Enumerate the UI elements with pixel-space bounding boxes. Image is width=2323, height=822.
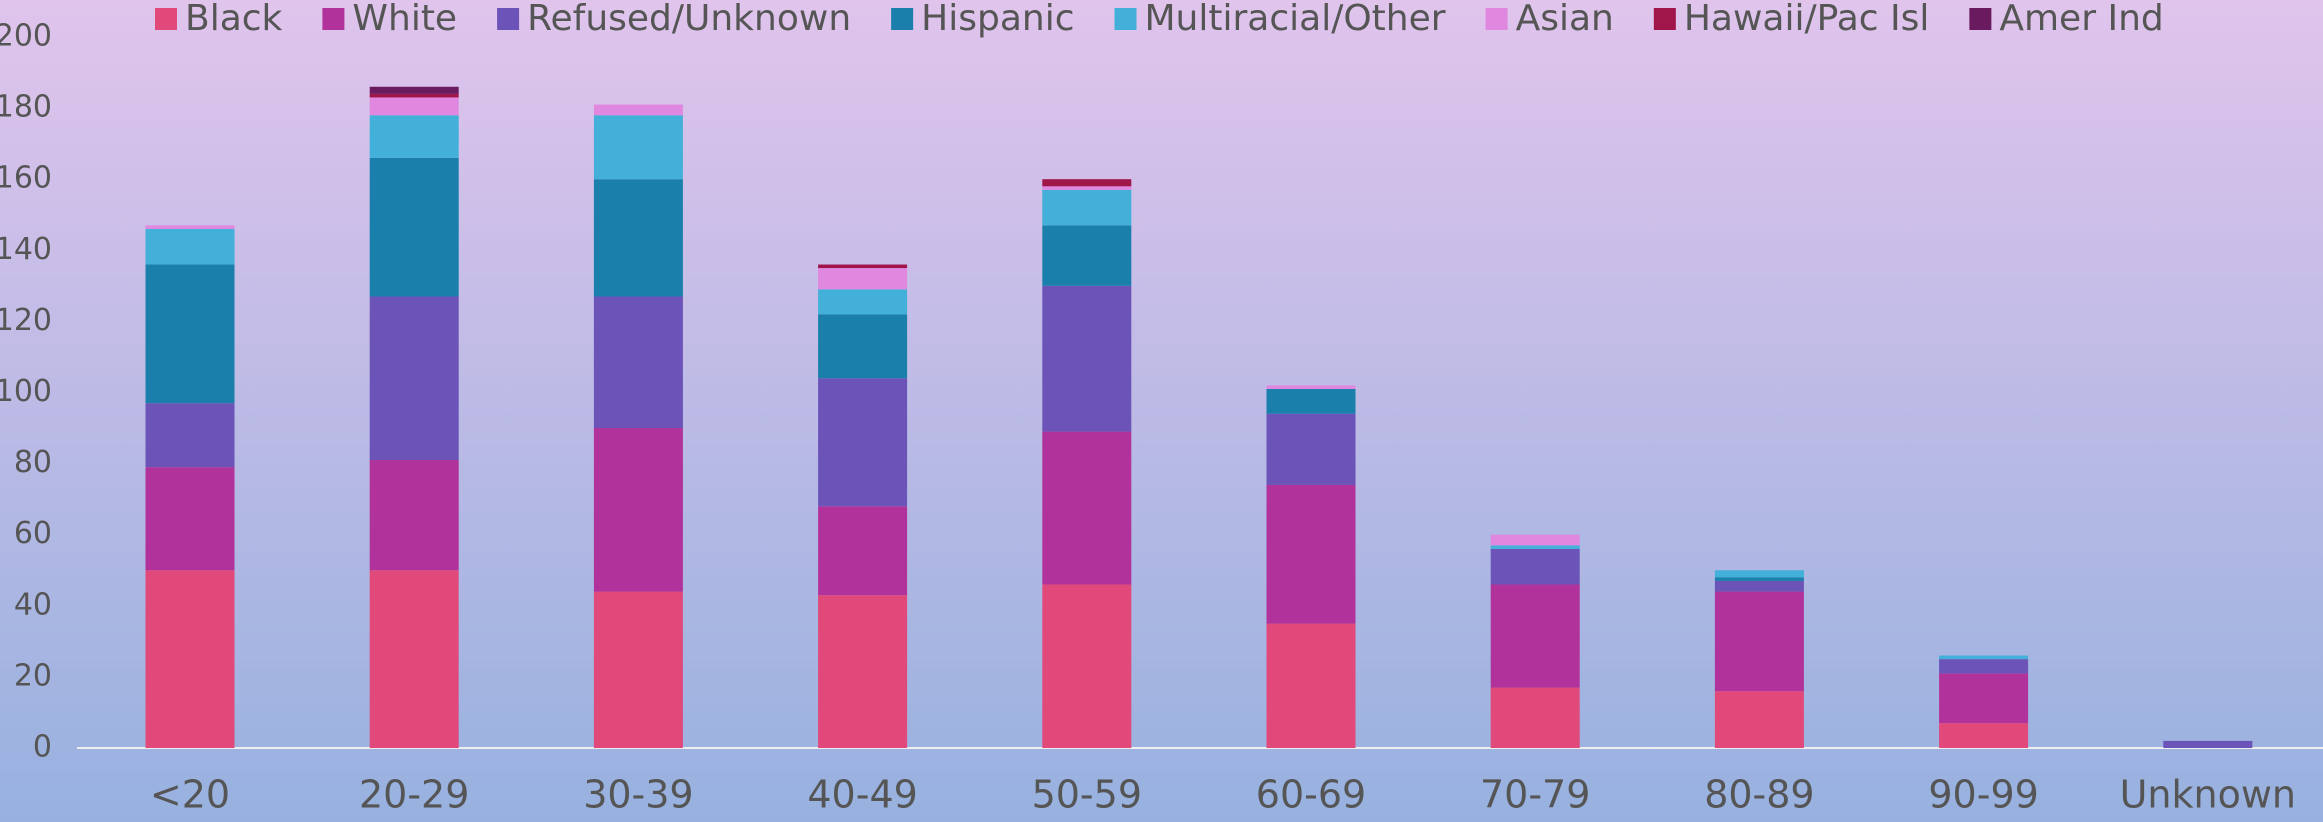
y-tick-label: 80 xyxy=(14,445,52,480)
legend-swatch xyxy=(155,8,177,30)
bar-segment xyxy=(145,403,235,468)
bar-segment xyxy=(1939,723,2029,748)
bar-segment xyxy=(593,296,683,429)
x-tick-label: 30-39 xyxy=(583,773,693,817)
bar-segment xyxy=(369,115,459,158)
x-tick-label: 80-89 xyxy=(1704,773,1814,817)
bar-segment xyxy=(369,296,459,461)
x-tick-label: Unknown xyxy=(2120,773,2296,817)
bar-segment xyxy=(369,460,459,571)
x-tick-label: 70-79 xyxy=(1480,773,1590,817)
bar-segment xyxy=(1266,413,1356,485)
bar-segment xyxy=(369,570,459,748)
x-tick-label: 50-59 xyxy=(1032,773,1142,817)
legend-swatch xyxy=(1969,8,1992,30)
legend-swatch xyxy=(891,8,914,30)
bar-segment xyxy=(1042,189,1132,226)
bar-segment xyxy=(1714,577,1804,581)
legend-label: Hispanic xyxy=(921,0,1074,39)
bar-segment xyxy=(1490,548,1580,585)
bar-segment xyxy=(1266,623,1356,748)
bar-segment xyxy=(1490,584,1580,688)
bar-segment xyxy=(593,115,683,180)
y-tick-label: 200 xyxy=(0,19,52,54)
legend-swatch xyxy=(1114,8,1137,30)
bar-segment xyxy=(818,378,908,507)
bar-segment xyxy=(593,591,683,748)
bar-segment xyxy=(1266,388,1356,414)
bar-segment xyxy=(1714,580,1804,592)
bar-segment xyxy=(145,225,235,229)
legend-label: White xyxy=(352,0,457,39)
legend-swatch xyxy=(1653,8,1676,30)
legend-label: Multiracial/Other xyxy=(1145,0,1446,39)
bar-segment xyxy=(818,289,908,315)
bar-segment xyxy=(818,268,908,290)
bar-segment xyxy=(1490,534,1580,546)
legend-swatch xyxy=(1485,8,1508,30)
x-tick-label: 40-49 xyxy=(807,773,917,817)
y-tick-label: 20 xyxy=(14,658,52,693)
bar-segment xyxy=(1042,225,1132,286)
bar-segment xyxy=(369,97,459,116)
bar-segment xyxy=(145,228,235,265)
legend-label: Amer Ind xyxy=(1999,0,2163,39)
legend-swatch xyxy=(497,8,520,30)
y-tick-label: 120 xyxy=(0,303,52,338)
y-tick-label: 140 xyxy=(0,232,52,267)
legend-swatch xyxy=(322,8,345,30)
y-tick-label: 60 xyxy=(14,516,52,551)
bar-segment xyxy=(1490,687,1580,748)
legend-label: Black xyxy=(185,0,283,39)
bar-segment xyxy=(1042,431,1132,585)
bar-segment xyxy=(369,86,459,94)
bar-segment xyxy=(1939,673,2029,724)
legend-label: Refused/Unknown xyxy=(527,0,851,39)
bar-segment xyxy=(818,264,908,269)
bar-segment xyxy=(593,104,683,116)
bar-segment xyxy=(1042,186,1132,190)
bar-segment xyxy=(1714,591,1804,692)
bar-segment xyxy=(369,157,459,297)
bar-segment xyxy=(1042,584,1132,748)
bar-segment xyxy=(369,93,459,98)
y-tick-label: 100 xyxy=(0,374,52,409)
bar-segment xyxy=(1042,285,1132,432)
bar-segment xyxy=(818,314,908,379)
bar-segment xyxy=(145,467,235,571)
y-tick-label: 40 xyxy=(14,587,52,622)
bar-segment xyxy=(1266,385,1356,389)
x-tick-label: 90-99 xyxy=(1928,773,2038,817)
bar-segment xyxy=(1266,484,1356,624)
bar-segment xyxy=(593,179,683,297)
legend-label: Hawaii/Pac Isl xyxy=(1684,0,1930,39)
bar-segment xyxy=(1490,545,1580,549)
bar-segment xyxy=(1939,655,2029,660)
bar-segment xyxy=(2163,740,2253,748)
bar-segment xyxy=(1042,179,1132,187)
y-tick-label: 160 xyxy=(0,161,52,196)
x-tick-label: 60-69 xyxy=(1256,773,1366,817)
bar-segment xyxy=(593,428,683,592)
bar-segment xyxy=(1714,570,1804,578)
bar-segment xyxy=(818,595,908,748)
bar-segment xyxy=(1939,659,2029,674)
y-tick-label: 180 xyxy=(0,90,52,125)
y-tick-label: 0 xyxy=(33,730,52,765)
x-tick-label: 20-29 xyxy=(359,773,469,817)
x-tick-label: <20 xyxy=(150,773,230,817)
bar-segment xyxy=(145,264,235,404)
bar-segment xyxy=(818,506,908,596)
bar-segment xyxy=(145,570,235,748)
legend-label: Asian xyxy=(1516,0,1614,39)
bar-segment xyxy=(1714,691,1804,748)
